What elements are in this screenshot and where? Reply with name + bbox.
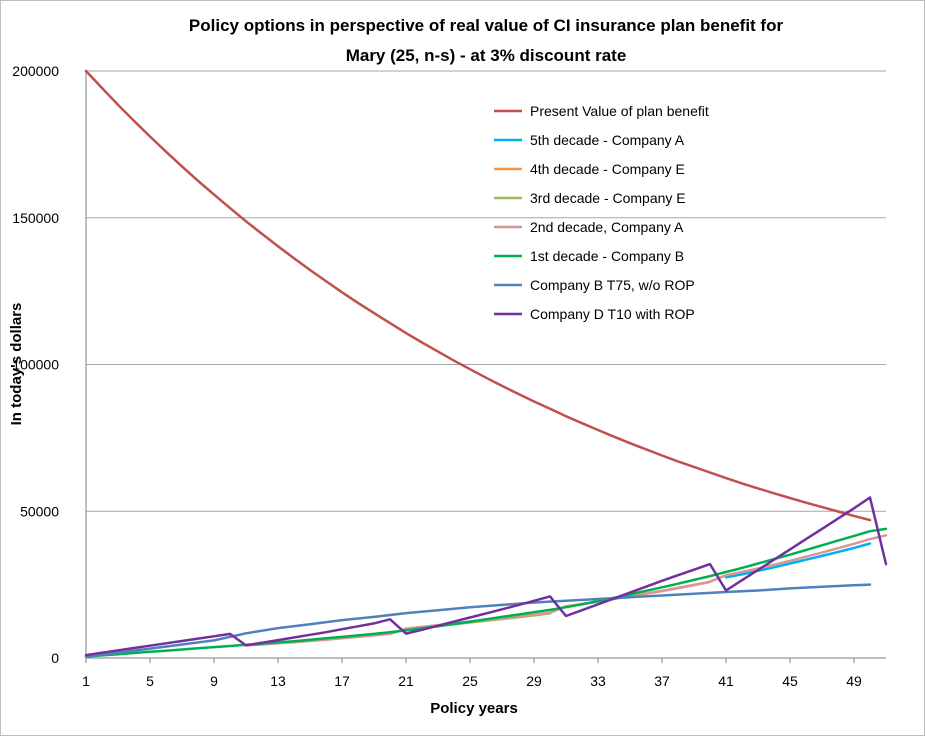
series-line-1 — [84, 69, 872, 522]
series-line-2 — [724, 542, 872, 579]
x-tick-label: 29 — [526, 673, 542, 689]
y-tick-label: 0 — [51, 650, 59, 666]
x-tick-label: 33 — [590, 673, 606, 689]
x-axis-ticks: 1 5 9 13 17 21 25 29 33 37 41 45 49 — [82, 658, 862, 689]
x-tick-label: 1 — [82, 673, 90, 689]
y-axis-ticks: 0 50000 100000 150000 200000 — [12, 63, 59, 666]
series-lines — [84, 69, 888, 658]
y-tick-label: 100000 — [12, 357, 59, 373]
series-line-8 — [84, 496, 888, 657]
y-tick-label: 150000 — [12, 210, 59, 226]
gridlines — [85, 70, 886, 659]
legend-entry-label: 2nd decade, Company A — [530, 219, 684, 235]
series-line-6 — [84, 527, 888, 658]
x-tick-label: 37 — [654, 673, 670, 689]
legend-entry-label: 4th decade - Company E — [530, 161, 685, 177]
x-tick-label: 13 — [270, 673, 286, 689]
legend: Present Value of plan benefit 5th decade … — [494, 103, 709, 322]
x-tick-label: 5 — [146, 673, 154, 689]
legend-entry-label: 5th decade - Company A — [530, 132, 685, 148]
x-tick-label: 41 — [718, 673, 734, 689]
x-tick-label: 45 — [782, 673, 798, 689]
chart-title-line-1: Policy options in perspective of real va… — [189, 16, 784, 35]
x-tick-label: 49 — [846, 673, 862, 689]
chart-title-line-2: Mary (25, n-s) - at 3% discount rate — [346, 46, 627, 65]
series-line-7 — [84, 583, 872, 658]
legend-entry-label: 3rd decade - Company E — [530, 190, 686, 206]
y-axis-title: In today's dollars — [8, 303, 25, 426]
legend-entry-label: Company B T75, w/o ROP — [530, 277, 695, 293]
x-axis-title: Policy years — [430, 700, 518, 717]
x-tick-label: 21 — [398, 673, 414, 689]
legend-entry-label: 1st decade - Company B — [530, 248, 684, 264]
x-tick-label: 17 — [334, 673, 350, 689]
legend-entry-label: Present Value of plan benefit — [530, 103, 709, 119]
legend-entry-label: Company D T10 with ROP — [530, 306, 695, 322]
y-tick-label: 200000 — [12, 63, 59, 79]
x-tick-label: 9 — [210, 673, 218, 689]
y-tick-label: 50000 — [20, 503, 59, 519]
x-tick-label: 25 — [462, 673, 478, 689]
